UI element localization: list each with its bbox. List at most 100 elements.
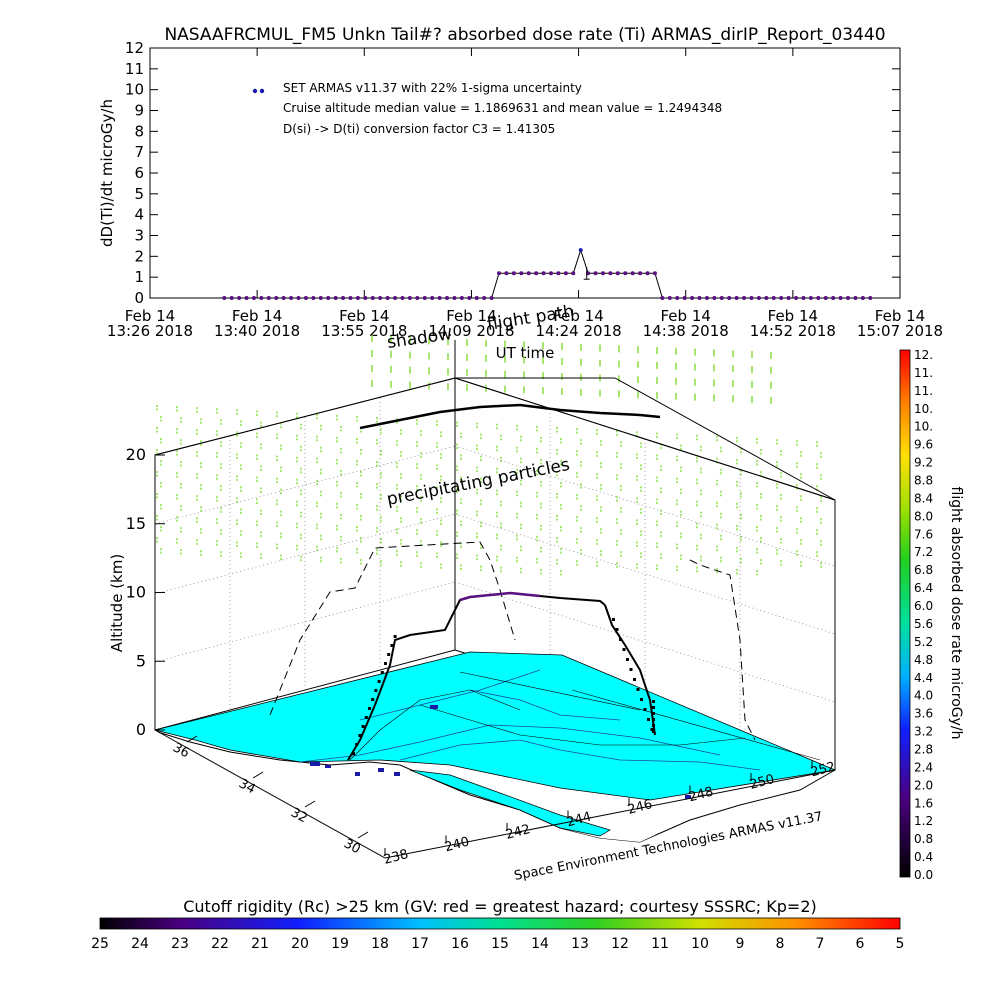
longitude-tick-label: 244 xyxy=(565,809,593,830)
y-tick-label: 8 xyxy=(134,122,144,140)
colorbar-tick-label: 7.6 xyxy=(914,527,933,541)
altitude-tick-label: 0 xyxy=(136,720,146,739)
data-point xyxy=(600,271,605,276)
data-point xyxy=(563,271,568,276)
colorbar-tick-label: 5 xyxy=(896,936,905,952)
colorbar-tick-label: 11. xyxy=(914,366,933,380)
data-point xyxy=(868,296,873,300)
track-marker xyxy=(352,752,355,755)
data-point xyxy=(571,271,576,276)
data-point xyxy=(638,271,643,276)
y-axis-label: dD(Ti)/dt microGy/h xyxy=(98,99,116,247)
colorbar-tick-label: 4.8 xyxy=(914,653,933,667)
ceiling-track xyxy=(359,403,661,430)
data-point xyxy=(474,296,479,300)
data-point xyxy=(244,296,249,300)
colorbar-tick-label: 24 xyxy=(131,936,149,952)
track-marker xyxy=(647,718,650,721)
data-point xyxy=(318,296,323,300)
data-point xyxy=(393,296,398,300)
data-point xyxy=(445,296,450,300)
latitude-tick-label: 32 xyxy=(288,805,310,826)
track-marker xyxy=(650,728,654,731)
precipitating-particles-field xyxy=(156,335,822,577)
track-marker xyxy=(380,671,384,674)
track-marker xyxy=(384,662,387,665)
track-marker xyxy=(387,653,391,656)
dose-rate-colorbar: 12. 11. 11. 10. 10. 9.6 9.2 8.8 8.4 8.0 7.6 7.2 6.8 6… xyxy=(899,348,964,882)
chart-title: NASAAFRCMUL_FM5 Unkn Tail#? absorbed dos… xyxy=(164,25,885,45)
track-marker xyxy=(371,698,375,701)
data-point xyxy=(311,296,316,300)
data-point xyxy=(712,296,717,300)
colorbar-tick-label: 10. xyxy=(914,420,933,434)
y-tick-label: 3 xyxy=(134,227,144,245)
data-point xyxy=(355,296,360,300)
colorbar-tick-label: 2.8 xyxy=(914,742,933,756)
colorbar-tick-label: 6.0 xyxy=(914,599,933,613)
top-frame xyxy=(154,340,836,501)
data-point xyxy=(511,271,516,276)
base-frame xyxy=(154,500,836,859)
latitude-tick xyxy=(252,771,264,779)
latitude-tick-label: 36 xyxy=(170,740,192,761)
track-marker xyxy=(612,618,615,621)
data-point xyxy=(326,296,331,300)
data-point xyxy=(303,296,308,300)
data-point xyxy=(229,296,234,300)
altitude-axis-label: Altitude (km) xyxy=(108,554,126,652)
colorbar-tick-label: 18 xyxy=(371,936,389,952)
data-point xyxy=(237,296,242,300)
track-marker xyxy=(652,712,655,715)
colorbar-title: Cutoff rigidity (Rc) >25 km (GV: red = g… xyxy=(183,897,817,916)
x-tick-day: Feb 14 xyxy=(446,307,496,325)
particles-annotation: precipitating particles xyxy=(385,455,571,510)
longitude-tick-label: 238 xyxy=(382,847,410,868)
track-marker xyxy=(652,718,655,721)
track-marker xyxy=(633,678,636,681)
track-marker xyxy=(377,680,381,683)
x-tick-time: 13:40 2018 xyxy=(214,322,300,340)
colorbar-tick-label: 1.6 xyxy=(914,796,933,810)
data-point xyxy=(289,296,294,300)
flight-track-markers xyxy=(352,618,655,755)
longitude-tick-label: 242 xyxy=(504,822,532,843)
colorbar-tick-label: 12 xyxy=(611,936,629,952)
y-tick-label: 7 xyxy=(134,143,144,161)
colorbar-tick-label: 5.2 xyxy=(914,635,933,649)
colorbar-gradient xyxy=(899,349,911,878)
data-point xyxy=(363,296,368,300)
y-tick-label: 12 xyxy=(125,39,144,57)
data-point xyxy=(667,296,672,300)
colorbar-tick-label: 8.4 xyxy=(914,491,933,505)
legend: SET ARMAS v11.37 with 22% 1-sigma uncert… xyxy=(252,81,722,136)
colorbar-tick-label: 2.4 xyxy=(914,760,933,774)
colorbar-tick-label: 12. xyxy=(914,348,933,362)
x-tick-day: Feb 14 xyxy=(125,307,175,325)
track-marker xyxy=(619,638,622,641)
data-point xyxy=(734,296,739,300)
data-point xyxy=(593,271,598,276)
x-tick-time: 14:09 2018 xyxy=(428,322,514,340)
flight-track-highlight xyxy=(459,591,541,602)
colorbar-tick-label: 20 xyxy=(291,936,309,952)
y-tick-label: 0 xyxy=(134,289,144,307)
data-point xyxy=(675,296,680,300)
colorbar-tick-label: 9 xyxy=(736,936,745,952)
data-point xyxy=(541,271,546,276)
data-point xyxy=(578,248,583,253)
data-point xyxy=(274,296,279,300)
data-point xyxy=(704,296,709,300)
data-point xyxy=(860,296,865,300)
data-point xyxy=(831,296,836,300)
data-point xyxy=(459,296,464,300)
data-point xyxy=(779,296,784,300)
altitude-tick-label: 20 xyxy=(126,445,146,464)
track-marker xyxy=(626,658,629,661)
legend-entry: Cruise altitude median value = 1.1869631… xyxy=(283,101,722,115)
x-tick-time: 14:38 2018 xyxy=(643,322,729,340)
colorbar-tick-label: 21 xyxy=(251,936,269,952)
y-tick-label: 10 xyxy=(125,81,144,99)
cutoff-rigidity-colorbar: Cutoff rigidity (Rc) >25 km (GV: red = g… xyxy=(91,897,904,952)
